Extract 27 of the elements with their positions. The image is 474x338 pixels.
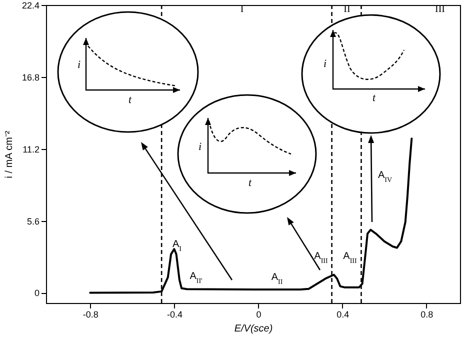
- x-tick-label: 0.8: [420, 310, 434, 320]
- annotation: t: [128, 94, 132, 106]
- inset-sketch: i t: [57, 11, 199, 133]
- annotation: A$_{II'}$: [190, 271, 202, 285]
- x-tick-label: 0: [256, 310, 262, 320]
- y-tick-label: 22.4: [22, 0, 40, 10]
- y-tick-label: 5.6: [26, 216, 40, 226]
- y-axis-title: i / mA cm⁻²: [4, 130, 15, 178]
- annotation: A$_{II}$: [271, 272, 284, 286]
- annotation: A$_{III}$: [314, 251, 328, 265]
- x-tick-label: -0.8: [82, 310, 98, 320]
- inset-sketch: i t: [177, 94, 317, 214]
- y-tick-label: 16.8: [22, 72, 40, 82]
- annotation: A$_{III}$: [343, 251, 358, 265]
- annotation: A$_{I}$: [172, 239, 182, 253]
- annotation: i: [323, 58, 327, 70]
- annotation: t: [372, 92, 376, 104]
- x-tick-label: -0.4: [166, 310, 182, 320]
- x-axis-title: E/V(sce): [234, 324, 273, 334]
- annotation: i: [198, 141, 202, 153]
- y-tick-label: 0: [34, 288, 40, 298]
- annotation: t: [248, 177, 252, 189]
- x-tick-label: 0.4: [336, 310, 350, 320]
- y-tick-label: 11.2: [22, 144, 40, 154]
- annotation: i: [77, 59, 81, 71]
- inset-sketch: i t: [301, 14, 441, 134]
- annotation: A$_{IV}$: [378, 170, 392, 184]
